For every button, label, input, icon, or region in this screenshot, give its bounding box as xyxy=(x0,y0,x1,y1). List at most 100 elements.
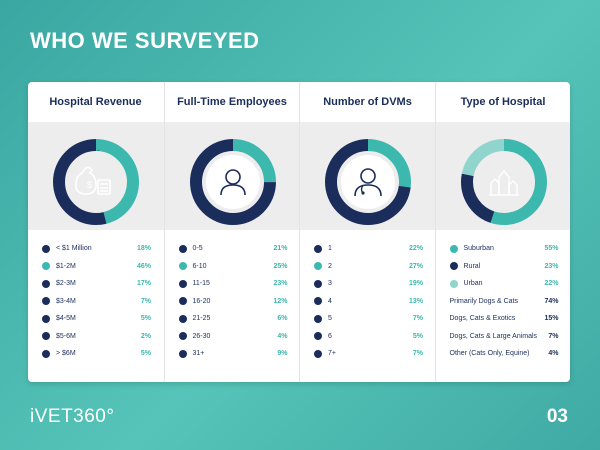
legend-row: Dogs, Cats & Exotics 15% xyxy=(450,310,559,328)
legend-percent: 5% xyxy=(140,350,151,358)
legend-dot xyxy=(178,262,187,271)
person-icon xyxy=(219,169,246,196)
legend-dot xyxy=(178,279,187,288)
legend-label: 31+ xyxy=(192,350,205,358)
legend-label: $4-5M xyxy=(56,315,76,323)
legend-row: Primarily Dogs & Cats 74% xyxy=(450,293,559,311)
legend-percent: 25% xyxy=(273,262,288,270)
legend-row: $1-2M 46% xyxy=(42,258,151,276)
legend-row: 26-30 4% xyxy=(178,328,288,346)
legend-row: 2 27% xyxy=(314,258,423,276)
column-title: Number of DVMs xyxy=(323,96,412,108)
column-title: Type of Hospital xyxy=(460,96,546,108)
legend-percent: 2% xyxy=(140,332,151,340)
legend-dot xyxy=(42,314,50,323)
legend-dot xyxy=(314,262,322,271)
legend-row: 4 13% xyxy=(314,293,423,311)
legend-dot xyxy=(178,297,187,306)
legend-percent: 5% xyxy=(412,332,423,340)
legend-label: 2 xyxy=(328,262,332,270)
legend-row: $3-4M 7% xyxy=(42,293,151,311)
legend-label: < $1 Million xyxy=(56,245,92,253)
legend-percent: 5% xyxy=(140,315,151,323)
legend-percent: 7% xyxy=(140,297,151,305)
legend-row: Urban 22% xyxy=(449,275,559,293)
legend-label: $3-4M xyxy=(56,297,76,305)
legend-percent: 74% xyxy=(544,297,559,305)
legend-row: 3 19% xyxy=(314,275,423,293)
legend-percent: 7% xyxy=(412,315,423,323)
legend-percent: 46% xyxy=(136,262,151,270)
legend-row: $2-3M 17% xyxy=(42,275,151,293)
legend-row: Rural 23% xyxy=(449,258,559,276)
legend-row: 31+ 9% xyxy=(178,345,288,363)
survey-column: Number of DVMs 1 22% 2 27% 3 19% 4 13% 5 7% 6 5% 7+ 7% xyxy=(299,82,435,382)
brand-logo: iVET360° xyxy=(30,406,115,427)
legend-dot xyxy=(314,349,322,358)
legend-label: 3 xyxy=(328,280,332,288)
legend-row: 11-15 23% xyxy=(178,275,288,293)
legend-dot xyxy=(314,314,322,323)
legend-label: Rural xyxy=(463,262,481,270)
legend-list: 1 22% 2 27% 3 19% 4 13% 5 7% 6 5% 7+ 7% xyxy=(314,240,423,363)
legend-label: Urban xyxy=(463,280,483,288)
legend-percent: 7% xyxy=(412,350,423,358)
legend-row: 6 5% xyxy=(314,328,423,346)
legend-label: > $6M xyxy=(56,350,76,358)
donut-segment xyxy=(460,139,547,225)
legend-percent: 23% xyxy=(273,280,288,288)
legend-row: Other (Cats Only, Equine) 4% xyxy=(450,345,559,363)
column-title: Hospital Revenue xyxy=(49,96,142,108)
legend-label: Dogs, Cats & Exotics xyxy=(449,315,516,323)
legend-dot xyxy=(314,244,322,253)
legend-dot xyxy=(314,279,322,288)
legend-percent: 13% xyxy=(408,297,423,305)
legend-dot xyxy=(314,297,322,306)
money-bag-calculator-icon: $ xyxy=(75,166,111,195)
legend-label: Other (Cats Only, Equine) xyxy=(449,350,530,358)
legend-label: 16-20 xyxy=(192,297,211,305)
legend-label: 1 xyxy=(328,245,332,253)
donut-center xyxy=(341,155,395,209)
legend-percent: 12% xyxy=(273,297,288,305)
legend-label: 11-15 xyxy=(192,280,210,288)
legend-label: 0-5 xyxy=(192,245,203,253)
legend-percent: 22% xyxy=(408,245,423,253)
legend-row: $5-6M 2% xyxy=(42,328,151,346)
legend-percent: 7% xyxy=(548,332,559,340)
legend-row: 21-25 6% xyxy=(178,310,288,328)
legend-percent: 21% xyxy=(273,245,288,253)
legend-percent: 6% xyxy=(277,315,288,323)
legend-label: 5 xyxy=(328,315,332,323)
legend-dot xyxy=(42,279,50,288)
legend-label: $2-3M xyxy=(56,280,76,288)
donut-center xyxy=(477,155,531,209)
veterinarian-icon xyxy=(354,168,382,197)
survey-column: Hospital Revenue $ < $1 Million 18% $1-2M 46%… xyxy=(28,82,163,382)
legend-label: $1-2M xyxy=(56,262,76,270)
page-number: 03 xyxy=(546,406,568,427)
page-title: WHO WE SURVEYED xyxy=(30,28,260,53)
survey-column: Type of Hospital Suburban 55% Rural 23% Urban… xyxy=(434,82,571,382)
legend-label: 21-25 xyxy=(192,315,211,323)
donut-center xyxy=(205,155,260,209)
legend-label: 6-10 xyxy=(192,262,207,270)
column-title: Full-Time Employees xyxy=(177,96,287,108)
legend-row: 0-5 21% xyxy=(178,240,288,258)
legend-row: Suburban 55% xyxy=(449,240,559,258)
svg-text:$: $ xyxy=(87,180,92,190)
legend-dot xyxy=(42,244,50,253)
legend-percent: 17% xyxy=(136,280,151,288)
legend-label: Suburban xyxy=(463,245,494,253)
donut-chart xyxy=(325,139,411,225)
donut-segment xyxy=(53,139,139,225)
legend-dot xyxy=(42,349,50,358)
legend-percent: 9% xyxy=(277,350,288,358)
legend-percent: 19% xyxy=(408,280,423,288)
legend-dot xyxy=(178,349,187,358)
legend-label: 4 xyxy=(328,297,332,305)
donut-chart xyxy=(460,139,547,225)
legend-dot xyxy=(42,297,50,306)
legend-label: 6 xyxy=(328,332,332,340)
legend-dot xyxy=(178,314,187,323)
